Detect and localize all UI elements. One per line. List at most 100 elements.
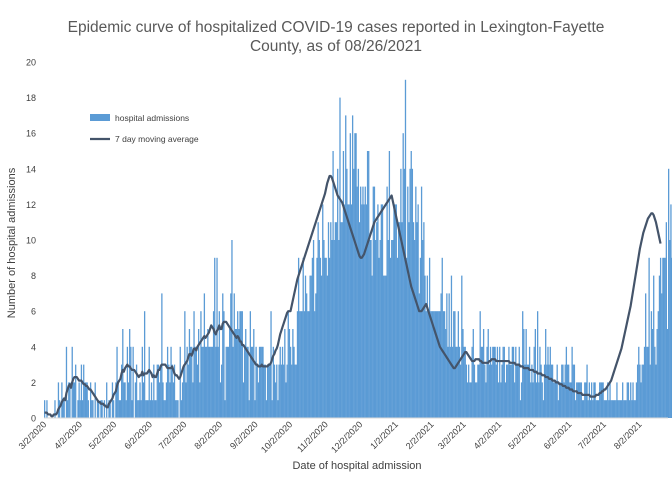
bar [430,311,432,418]
bar [657,311,659,418]
x-tick-label: 7/2/2021 [576,419,608,451]
bar [580,382,582,418]
bar [310,275,312,418]
bar [54,400,56,418]
bar [515,346,517,418]
bar [666,329,669,418]
x-tick-label: 5/2/2021 [506,419,538,451]
bar [135,364,138,418]
bar [306,293,308,418]
x-tick-label: 4/2/2021 [472,419,504,451]
bar [217,346,219,418]
bar [525,329,527,418]
bar [388,151,391,418]
y-tick-label: 18 [26,93,36,103]
x-axis: 3/2/2020 4/2/2020 5/2/2020 6/2/2020 7/2/2020… [17,419,644,454]
bar [248,400,250,418]
bar [586,364,588,418]
bar [94,382,96,418]
bar [555,382,557,418]
bar [323,240,325,418]
bar [591,382,593,418]
bar [351,115,354,419]
bar [412,222,415,418]
bar [180,400,183,418]
bar [670,204,672,418]
legend-label-moving-average: 7 day moving average [115,134,199,144]
bar [393,204,395,418]
bar [624,400,626,418]
bar [137,400,139,418]
bar [613,400,616,418]
bar [635,382,638,418]
bar [418,293,420,418]
bar [424,275,426,418]
bar [324,257,326,418]
bar [461,275,463,418]
bar [57,382,60,418]
bar [617,400,619,418]
bar [472,329,474,418]
bar [265,400,268,418]
bar [648,257,650,418]
bar [628,400,631,418]
bar [179,346,181,418]
y-tick-label: 10 [26,236,36,246]
bar [519,400,522,418]
bar [441,257,443,418]
bar [108,400,110,418]
bar [273,364,276,418]
bar [349,133,351,418]
bar [480,346,482,418]
bar [439,311,441,418]
bar [247,346,249,418]
bar [499,346,501,418]
bar [245,329,247,418]
bar [112,400,115,418]
bar [330,222,332,418]
bar [210,346,212,418]
bar [150,382,153,418]
bar [148,346,150,418]
bar [558,382,561,418]
x-tick-label: 3/2/2021 [436,419,468,451]
bar [176,400,178,418]
bar [554,382,556,418]
bar [464,346,466,418]
bar [634,400,636,418]
bar [345,115,347,419]
bar [215,346,217,418]
bar [551,364,554,418]
bar [278,364,280,418]
bar [308,311,310,418]
bar [600,382,602,418]
bar [592,400,594,418]
bar [401,222,403,418]
bar [663,257,665,418]
bar [168,364,170,418]
bar [632,382,634,418]
bar [407,186,409,418]
bar [341,222,343,418]
bar [571,346,573,418]
bar [458,346,461,418]
bar [145,400,147,418]
bar [185,382,187,418]
bar [455,346,457,418]
bar [563,382,565,418]
bar [85,382,87,418]
bar [550,364,553,418]
bar [448,293,450,418]
bar [373,186,376,418]
bar [462,329,464,418]
bar [189,346,192,418]
bar [285,382,287,418]
bar [342,151,345,418]
bar [318,240,320,418]
bar [481,346,484,418]
bar [582,400,585,418]
bar [66,400,69,418]
bar [533,346,535,418]
bar [437,311,439,418]
bar [258,346,261,418]
